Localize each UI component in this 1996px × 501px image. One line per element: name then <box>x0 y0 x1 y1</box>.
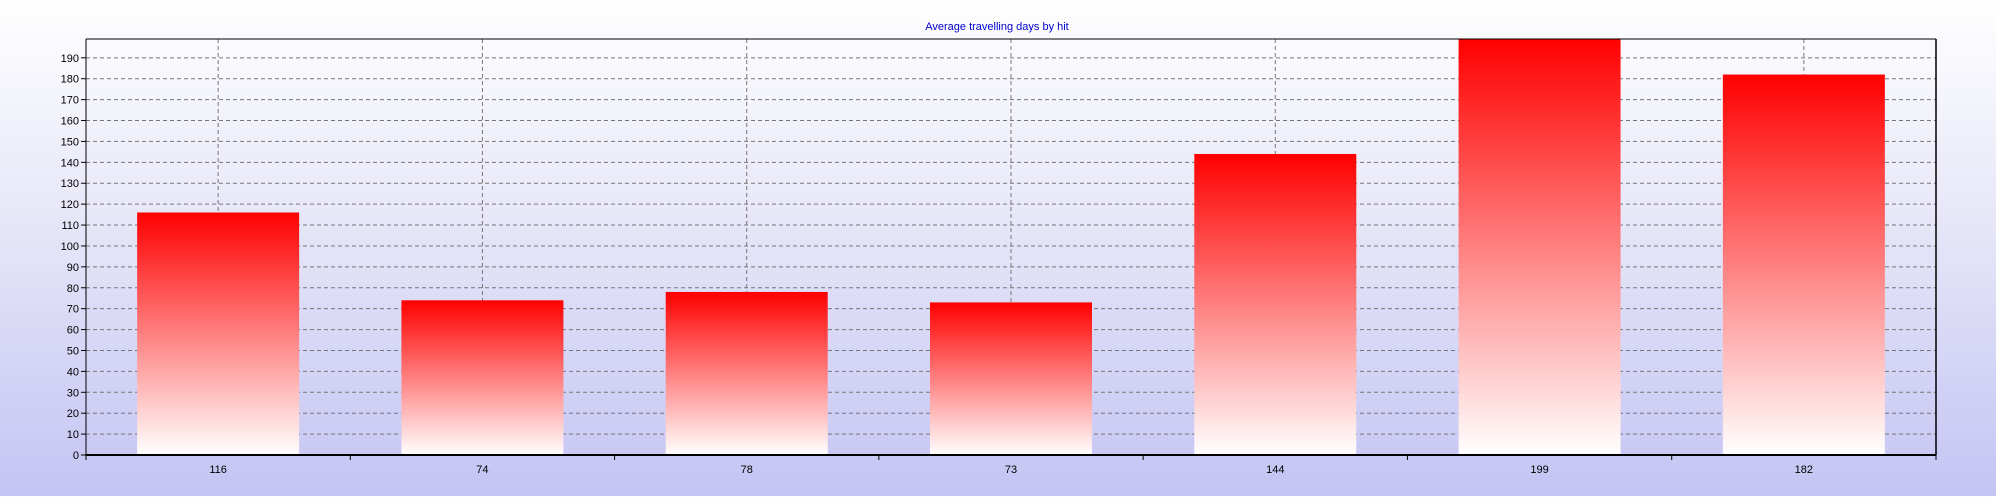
y-tick-label: 10 <box>67 429 79 441</box>
y-tick-label: 160 <box>61 116 79 128</box>
bars <box>137 39 1885 456</box>
y-tick-label: 130 <box>61 178 79 190</box>
y-tick-label: 60 <box>67 325 79 337</box>
tick-labels: 0 10 20 30 40 50 60 70 80 90 100 110 120 130 140 150 160… <box>61 53 1813 476</box>
axes <box>81 38 1937 460</box>
x-tick-label: 182 <box>1795 464 1813 476</box>
y-tick-label: 170 <box>61 95 79 107</box>
y-tick-label: 120 <box>61 199 79 211</box>
y-tick-label: 40 <box>67 366 79 378</box>
bar <box>665 291 828 455</box>
x-tick-label: 73 <box>1005 464 1017 476</box>
x-tick-label: 199 <box>1530 464 1548 476</box>
y-tick-label: 180 <box>61 74 79 86</box>
chart-title: Average travelling days by hit <box>925 21 1069 33</box>
y-tick-label: 70 <box>67 304 79 316</box>
x-tick-label: 116 <box>209 464 227 476</box>
x-tick-label: 78 <box>741 464 753 476</box>
y-tick-label: 110 <box>61 220 79 232</box>
x-tick-label: 74 <box>476 464 488 476</box>
bar <box>401 300 564 455</box>
bar <box>137 212 300 455</box>
bar <box>1194 153 1357 456</box>
y-tick-label: 20 <box>67 408 79 420</box>
y-tick-label: 100 <box>61 241 79 253</box>
bar <box>1722 74 1885 455</box>
y-tick-label: 90 <box>67 262 79 274</box>
y-tick-label: 80 <box>67 283 79 295</box>
bar <box>930 302 1092 455</box>
y-tick-label: 190 <box>61 53 79 65</box>
y-tick-label: 30 <box>67 387 79 399</box>
y-tick-label: 150 <box>61 136 79 148</box>
bar <box>1458 39 1621 455</box>
x-tick-label: 144 <box>1266 464 1284 476</box>
y-tick-label: 0 <box>73 450 79 462</box>
y-tick-label: 140 <box>61 157 79 169</box>
y-tick-label: 50 <box>67 345 79 357</box>
grid-lines <box>86 39 1936 455</box>
